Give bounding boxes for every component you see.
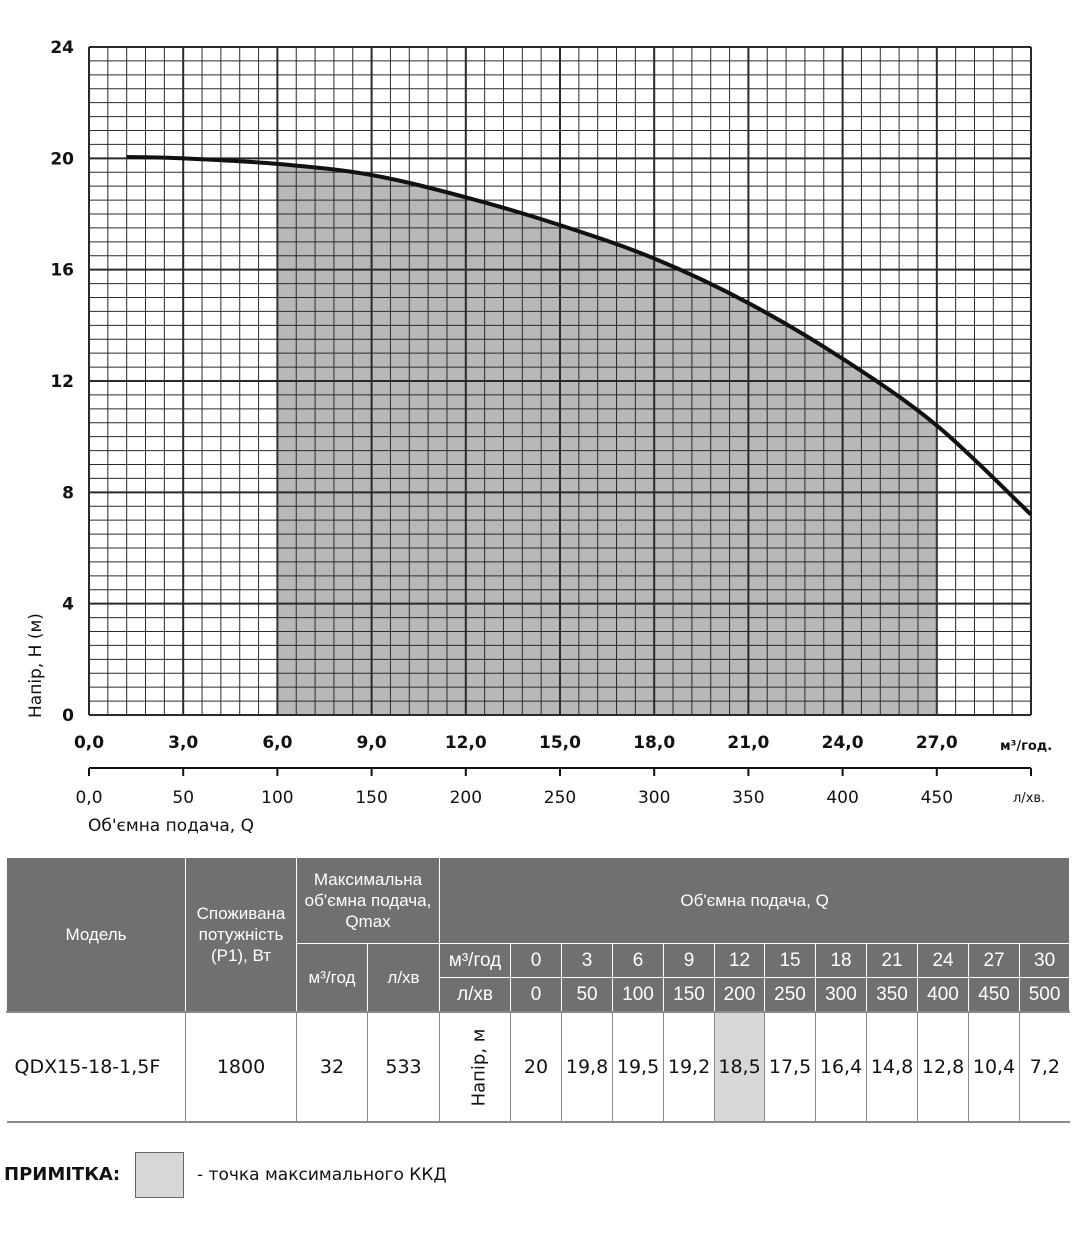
x-tick-label: 100 [261,788,293,808]
y-tick-label: 12 [50,372,74,392]
x-tick-label: 3,0 [168,733,198,753]
x-axis-title: Об'ємна подача, Q [88,816,254,836]
x-tick-label: 9,0 [357,733,387,753]
x-tick-label: 200 [450,788,482,808]
q-m3-cell: 3 [561,943,614,978]
header-qmax-m3: м³/год [296,943,368,1012]
q-l-cell: 0 [510,977,563,1012]
head-cell: 17,5 [764,1010,817,1123]
q-l-cell: 500 [1019,977,1071,1012]
head-cell: 16,4 [815,1010,868,1123]
x-tick-label: 300 [638,788,670,808]
head-label: Напір, м [468,1028,490,1106]
q-m3-cell: 9 [663,943,716,978]
note: ПРИМІТКА: - точка максимального ККД [4,1150,604,1200]
q-l-cell: 250 [764,977,817,1012]
unit-m3: м³/год [439,943,512,978]
head-cell: 19,8 [561,1010,614,1123]
y-tick-label: 8 [62,483,74,503]
x-tick-label: 24,0 [822,733,864,753]
table-row: QDX15-18-1,5F 1800 32 533 Напір, м 20 19… [6,1010,1070,1123]
y-tick-label: 20 [50,149,74,169]
x-tick-label: 50 [172,788,194,808]
x-tick-label: 250 [544,788,576,808]
q-l-cell: 100 [612,977,665,1012]
x-tick-label: 350 [732,788,764,808]
x-tick-label: 12,0 [445,733,487,753]
q-m3-cell: 15 [764,943,817,978]
q-l-cell: 300 [815,977,868,1012]
q-l-cell: 400 [917,977,970,1012]
x-tick-label: 15,0 [539,733,581,753]
head-cell: 19,5 [612,1010,665,1123]
q-m3-cell: 18 [815,943,868,978]
header-power: Споживана потужність (P1), Вт [185,857,297,1012]
q-m3-cell: 12 [714,943,766,978]
head-curve-line [126,154,1033,517]
x-tick-label: 150 [355,788,387,808]
note-label: ПРИМІТКА: [4,1164,121,1185]
q-m3-cell: 27 [968,943,1021,978]
y-tick-label: 4 [62,595,74,615]
x-unit-secondary: л/хв. [1013,791,1045,806]
qmax-m3-cell: 32 [296,1010,368,1123]
y-tick-label: 16 [50,261,74,281]
q-l-cell: 350 [866,977,919,1012]
x-tick-labels-l: 0,0 50 100 150 200 250 300 350 400 450 [75,768,1032,808]
header-qmax: Максимальна об'ємна подача, Qmax [295,857,441,944]
header-flow: Об'ємна подача, Q [439,857,1071,944]
q-m3-cell: 6 [612,943,665,978]
note-swatch [135,1152,184,1198]
q-l-cell: 200 [714,977,766,1012]
q-l-cell: 150 [663,977,716,1012]
header-qmax-l: л/хв [366,943,441,1012]
x-unit-primary: м³/год. [1000,739,1052,754]
note-text: - точка максимального ККД [197,1165,447,1185]
q-m3-cell: 24 [917,943,970,978]
spec-table: Модель Споживана потужність (P1), Вт Мак… [6,857,1071,1123]
x-tick-label: 450 [921,788,953,808]
header-model: Модель [6,857,186,1012]
y-tick-labels: 0 4 8 12 16 20 24 [50,38,74,726]
head-cell-max-efficiency: 18,5 [714,1010,766,1123]
q-m3-cell: 30 [1019,943,1071,978]
head-cell: 14,8 [866,1010,919,1123]
head-cell: 12,8 [917,1010,970,1123]
q-m3-cell: 21 [866,943,919,978]
q-l-cell: 450 [968,977,1021,1012]
x-tick-label: 27,0 [916,733,958,753]
q-m3-cell: 0 [510,943,563,978]
head-label-cell: Напір, м [439,1010,512,1123]
x-tick-label: 0,0 [75,788,102,808]
head-cell: 10,4 [968,1010,1021,1123]
x-tick-label: 21,0 [727,733,769,753]
x-tick-labels-m3: 0,0 3,0 6,0 9,0 12,0 15,0 18,0 21,0 24,0 27,0 [74,733,958,753]
pump-curve-chart: 0 4 8 12 16 20 24 0,0 3,0 6,0 9,0 12,0 15,0 18,0 21,0… [26,38,1052,836]
model-cell: QDX15-18-1,5F [6,1010,186,1123]
operating-range-area [277,163,937,715]
head-cell: 19,2 [663,1010,716,1123]
y-tick-label: 0 [62,706,74,726]
y-tick-label: 24 [50,38,74,58]
x-tick-label: 0,0 [74,733,104,753]
qmax-l-cell: 533 [366,1010,441,1123]
unit-l: л/хв [439,977,512,1012]
head-cell: 7,2 [1019,1010,1070,1123]
x-tick-label: 6,0 [262,733,292,753]
power-cell: 1800 [185,1010,297,1123]
y-axis-title: Напір, H (м) [26,613,46,718]
q-l-cell: 50 [561,977,614,1012]
head-cell: 20 [510,1010,563,1123]
x-tick-label: 400 [826,788,858,808]
x-tick-label: 18,0 [633,733,675,753]
